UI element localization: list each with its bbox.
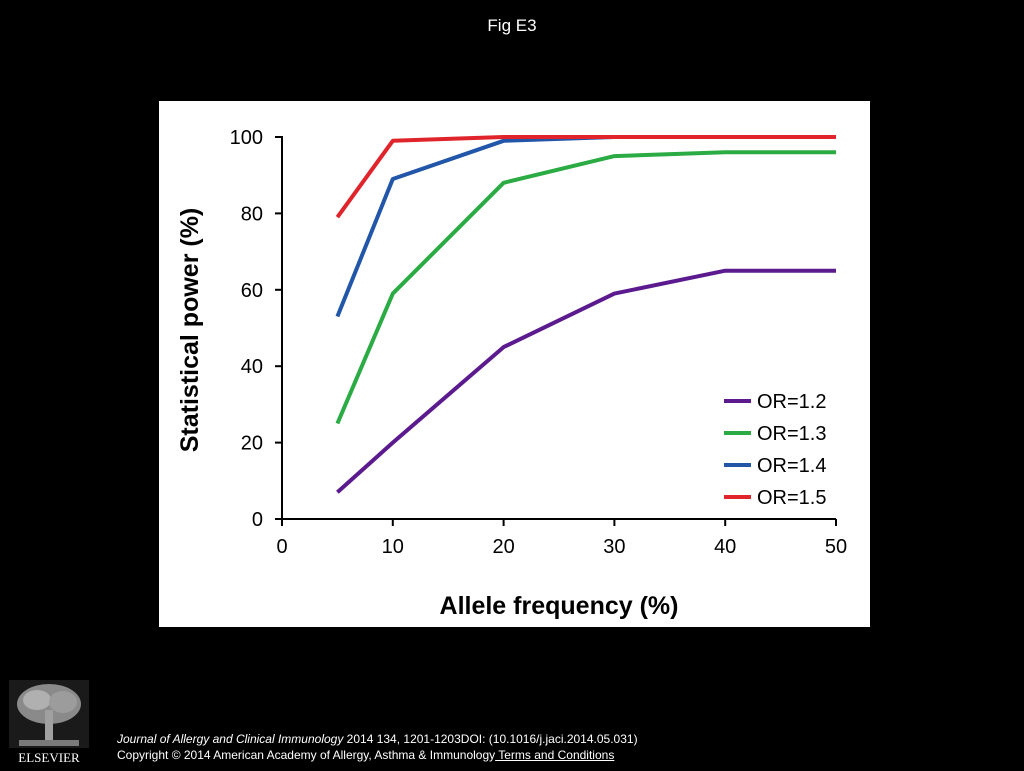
copyright-text: Copyright © 2014 American Academy of All… [117, 748, 496, 762]
series-line-1 [336, 268, 836, 494]
y-tick-label: 60 [241, 280, 263, 302]
terms-link[interactable]: Terms and Conditions [495, 748, 615, 762]
figure-title: Fig E3 [487, 16, 537, 35]
axes: 0 20 40 60 80 100 0 10 20 30 40 50 [230, 127, 848, 558]
citation-line: Journal of Allergy and Clinical Immunolo… [117, 731, 638, 747]
y-tick-label: 80 [241, 203, 263, 225]
elsevier-tree-icon: ELSEVIER [9, 680, 89, 765]
legend-label: OR=1.4 [757, 455, 826, 477]
y-tick-label: 20 [241, 433, 263, 455]
y-tick-label: 0 [252, 509, 263, 531]
x-tick-label: 0 [276, 536, 287, 558]
copyright-line: Copyright © 2014 American Academy of All… [117, 747, 638, 763]
chart-panel: 0 20 40 60 80 100 0 10 20 30 40 50 OR=1.2 OR=1.3 OR=1… [159, 101, 870, 627]
y-tick-label: 40 [241, 356, 263, 378]
y-axis-title: Statistical power (%) [176, 208, 204, 453]
legend: OR=1.2 OR=1.3 OR=1.4 OR=1.5 [724, 391, 826, 509]
x-tick-label: 30 [603, 536, 625, 558]
legend-label: OR=1.3 [757, 423, 826, 445]
journal-name: Journal of Allergy and Clinical Immunolo… [117, 732, 344, 746]
citation-block: Journal of Allergy and Clinical Immunolo… [117, 731, 638, 763]
series-line-2 [335, 150, 836, 425]
citation-details: 2014 134, 1201-1203DOI: (10.1016/j.jaci.… [343, 732, 638, 746]
x-tick-label: 40 [714, 536, 736, 558]
y-tick-label: 100 [230, 127, 263, 149]
elsevier-wordmark: ELSEVIER [18, 750, 80, 765]
x-tick-label: 10 [382, 536, 404, 558]
series-lines [335, 135, 836, 494]
elsevier-logo: ELSEVIER [9, 680, 89, 766]
legend-label: OR=1.2 [757, 391, 826, 413]
legend-label: OR=1.5 [757, 487, 826, 509]
x-axis-title: Allele frequency (%) [440, 592, 679, 620]
x-tick-label: 50 [825, 536, 847, 558]
x-tick-label: 20 [492, 536, 514, 558]
series-line-4 [335, 135, 836, 219]
